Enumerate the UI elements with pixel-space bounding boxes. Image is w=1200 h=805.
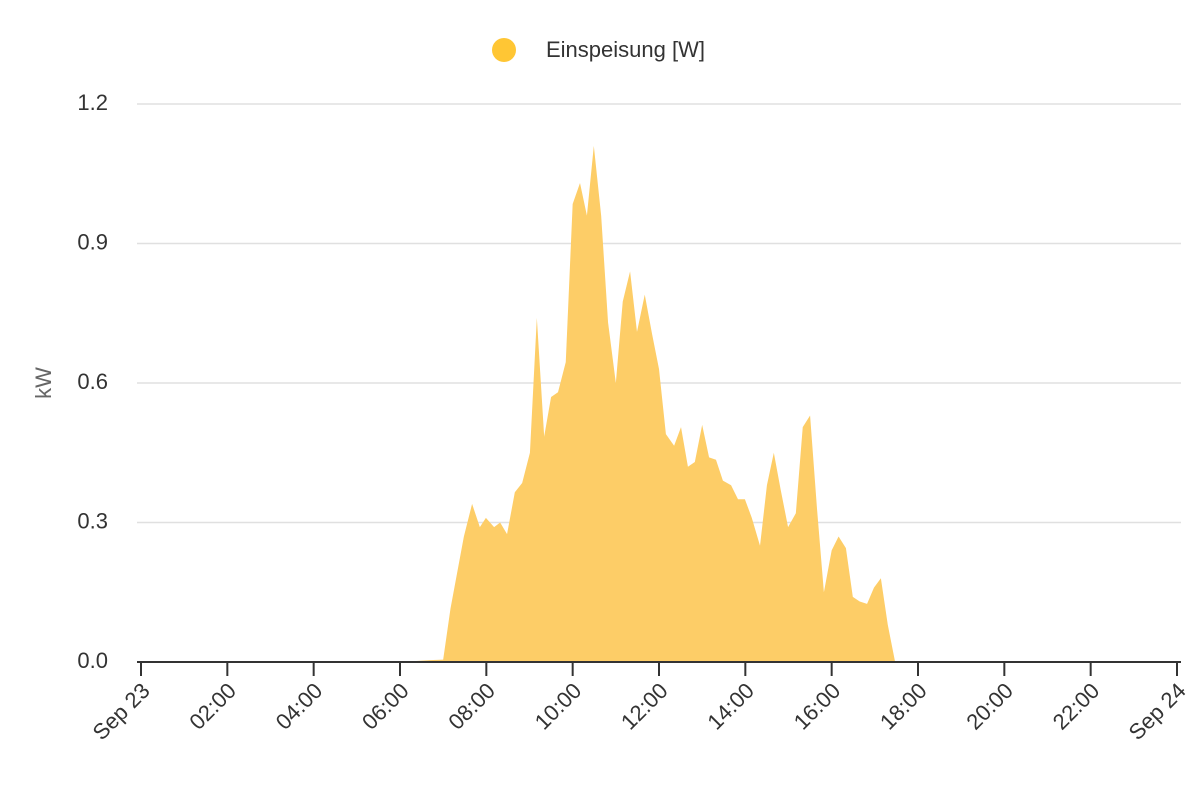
x-tick-label: Sep 24 xyxy=(1124,678,1191,745)
x-tick-label: 04:00 xyxy=(271,678,328,735)
legend-label: Einspeisung [W] xyxy=(546,37,705,62)
x-tick-label: Sep 23 xyxy=(88,678,155,745)
y-tick-label: 0.6 xyxy=(77,369,108,394)
x-tick-label: 12:00 xyxy=(616,678,673,735)
area xyxy=(141,145,1177,663)
x-tick-label: 20:00 xyxy=(961,678,1018,735)
x-tick-label: 14:00 xyxy=(702,678,759,735)
y-axis-label: kW xyxy=(31,367,56,399)
x-tick-label: 06:00 xyxy=(357,678,414,735)
x-tick-label: 02:00 xyxy=(184,678,241,735)
x-tick-label: 16:00 xyxy=(789,678,846,735)
y-tick-label: 0.3 xyxy=(77,508,108,533)
x-tick-label: 08:00 xyxy=(443,678,500,735)
y-tick-label: 0.9 xyxy=(77,229,108,254)
y-tick-label: 0.0 xyxy=(77,648,108,673)
legend-swatch xyxy=(492,38,516,62)
y-tick-label: 1.2 xyxy=(77,90,108,115)
x-tick-label: 18:00 xyxy=(875,678,932,735)
x-tick-label: 10:00 xyxy=(530,678,587,735)
x-tick-label: 22:00 xyxy=(1048,678,1105,735)
